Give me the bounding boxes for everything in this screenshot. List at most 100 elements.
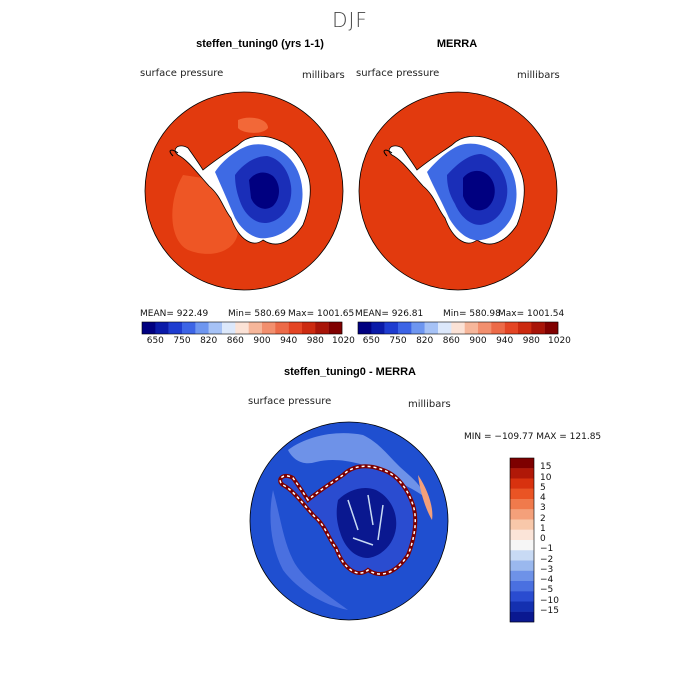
season-title: DJF [332, 8, 368, 32]
diff-colorbar-swatch [510, 488, 534, 500]
model-colorbar-swatch [195, 322, 209, 334]
diff-colorbar-label: 3 [540, 503, 546, 514]
obs-colorbar-swatch [424, 322, 439, 334]
model-mean: MEAN= 922.49 [140, 309, 209, 319]
model-colorbar-tick-label: 650 [146, 336, 164, 346]
obs-colorbar-swatch [544, 322, 559, 334]
diff-colorbar-label: −10 [540, 595, 559, 606]
diff-colorbar-swatch [510, 468, 534, 479]
diff-colorbar-labels: 15 10 5 4 3 2 1 0 −1 −2 −3 −4 −5 −10 −15 [540, 458, 580, 622]
obs-colorbar-tick-label: 1020 [548, 336, 571, 346]
model-plateau-core [249, 172, 279, 209]
model-colorbar-tick-label: 940 [280, 336, 298, 346]
model-colorbar-tick-label: 750 [173, 336, 191, 346]
obs-colorbar-swatch [518, 322, 532, 334]
model-colorbar-tick-label: 900 [253, 336, 271, 346]
diff-min-max: MIN = −109.77 MAX = 121.85 [464, 432, 602, 442]
obs-colorbar-tick-label: 750 [389, 336, 407, 346]
model-variable-label: surface pressure [140, 68, 224, 79]
model-colorbar-swatch [328, 322, 343, 334]
model-colorbar-swatch [235, 322, 249, 334]
diff-colorbar-label: 4 [540, 493, 546, 503]
obs-variable-label: surface pressure [356, 68, 440, 79]
obs-colorbar-swatch [504, 322, 519, 334]
model-colorbar-swatch [275, 322, 289, 334]
obs-colorbar-tick-label: 940 [496, 336, 514, 346]
obs-colorbar-swatch [531, 322, 545, 334]
diff-continent-edge-inner [279, 465, 416, 575]
model-colorbar-tick-label: 980 [306, 336, 324, 346]
model-colorbar-swatch [248, 322, 263, 334]
diff-colorbar-swatch [510, 499, 534, 510]
obs-colorbar-frame [357, 321, 559, 335]
obs-colorbar-swatch [384, 322, 399, 334]
model-units-label: millibars [302, 70, 345, 81]
model-colorbar [141, 321, 343, 335]
diff-colorbar-label: −5 [540, 585, 554, 596]
diff-colorbar-swatch [510, 550, 534, 561]
diff-variable-label: surface pressure [248, 396, 332, 407]
obs-colorbar [357, 321, 559, 335]
model-colorbar-swatch [182, 322, 196, 334]
diff-colorbar-label: −4 [540, 575, 554, 585]
obs-colorbar-swatch [464, 322, 479, 334]
model-colorbar-tick-label: 820 [200, 336, 218, 346]
obs-colorbar-swatch [491, 322, 505, 334]
diff-colorbar-swatch [510, 611, 534, 623]
diff-colorbar-label: 10 [540, 472, 552, 483]
diff-colorbar-swatch [510, 560, 534, 571]
obs-colorbar-swatch [478, 322, 492, 334]
obs-colorbar-swatch [411, 322, 425, 334]
diff-colorbar-label: −3 [540, 564, 554, 575]
model-colorbar-swatch [302, 322, 316, 334]
diff-panel-title: steffen_tuning0 - MERRA [284, 366, 416, 378]
diff-colorbar-label: 1 [540, 523, 546, 534]
model-colorbar-swatch [288, 322, 303, 334]
diff-colorbar-label: −1 [540, 544, 554, 555]
diff-colorbar-label: 5 [540, 482, 546, 493]
obs-colorbar-swatch [358, 322, 372, 334]
diff-colorbar-swatch [510, 540, 534, 551]
diff-colorbar [509, 457, 535, 623]
diff-plateau-core [336, 488, 397, 558]
model-peninsula-coast [169, 149, 179, 157]
model-colorbar-ticks: 650 750 820 860 900 940 980 1020 [142, 336, 355, 348]
diff-colorbar-label: 2 [540, 513, 546, 524]
model-colorbar-tick-label: 860 [226, 336, 244, 346]
model-polar-map [144, 91, 344, 291]
diff-positive-patch [418, 475, 433, 520]
obs-peninsula-coast [383, 149, 393, 157]
model-max: Max= 1001.65 [288, 309, 355, 319]
model-colorbar-swatch [208, 322, 223, 334]
obs-polar-map [358, 91, 558, 291]
diff-colorbar-label: 15 [540, 462, 552, 473]
diff-colorbar-swatch [510, 519, 534, 530]
diff-colorbar-swatch [510, 509, 534, 520]
obs-panel-title: MERRA [436, 38, 478, 50]
obs-colorbar-swatch [398, 322, 412, 334]
model-colorbar-swatch [262, 322, 276, 334]
obs-mean: MEAN= 926.81 [355, 309, 424, 319]
diff-polar-map [249, 421, 449, 621]
diff-colorbar-label: −2 [540, 554, 554, 565]
diff-ring-light [288, 433, 426, 498]
diff-colorbar-swatch [510, 458, 534, 469]
model-high-blob [238, 117, 268, 133]
diff-units-label: millibars [408, 399, 451, 410]
diff-colorbar-swatch [510, 601, 534, 612]
obs-colorbar-tick-label: 900 [469, 336, 487, 346]
model-min: Min= 580.69 [228, 309, 286, 319]
model-colorbar-swatch [315, 322, 329, 334]
diff-colorbar-swatch [510, 478, 534, 489]
obs-colorbar-swatch [451, 322, 465, 334]
diff-colorbar-swatch [510, 570, 534, 582]
diff-colorbar-frame [509, 457, 535, 623]
model-colorbar-swatch [155, 322, 169, 334]
obs-min: Min= 580.98 [443, 309, 501, 319]
model-colorbar-tick-label: 1020 [332, 336, 355, 346]
diff-colorbar-label: −15 [540, 605, 559, 616]
model-panel-title: steffen_tuning0 (yrs 1-1) [196, 38, 324, 50]
obs-colorbar-swatch [438, 322, 452, 334]
obs-colorbar-swatch [371, 322, 385, 334]
diff-colorbar-swatch [510, 581, 534, 592]
